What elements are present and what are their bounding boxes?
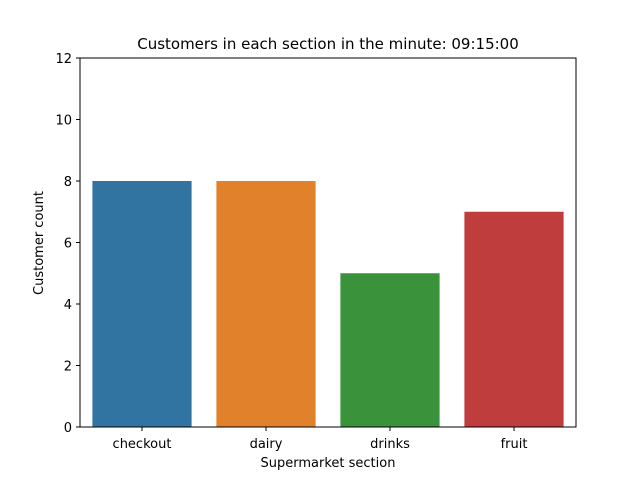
y-tick-label: 10 [55,114,72,129]
x-tick-label-fruit: fruit [501,437,528,452]
bar-fruit [464,211,564,427]
y-tick-label: 4 [64,298,72,313]
y-tick-label: 2 [64,360,72,375]
y-tick-label: 12 [55,52,72,67]
y-tick-label: 6 [64,237,72,252]
bar-checkout [92,181,192,427]
plot-frame [79,57,577,428]
y-axis-label: Customer count [32,191,47,295]
x-tick-label-drinks: drinks [370,437,410,452]
x-tick-label-checkout: checkout [113,437,172,452]
bar-dairy [216,181,316,427]
x-axis-label: Supermarket section [261,456,396,471]
y-tick-label: 0 [64,421,72,436]
x-axis: checkout dairy drinks fruit [113,427,528,452]
chart-title: Customers in each section in the minute:… [137,35,519,53]
x-tick-label-dairy: dairy [250,437,283,452]
y-tick-label: 8 [64,175,72,190]
y-axis: 0 2 4 6 8 10 12 [55,52,80,436]
bar-drinks [340,273,440,427]
bar-series [92,181,564,427]
